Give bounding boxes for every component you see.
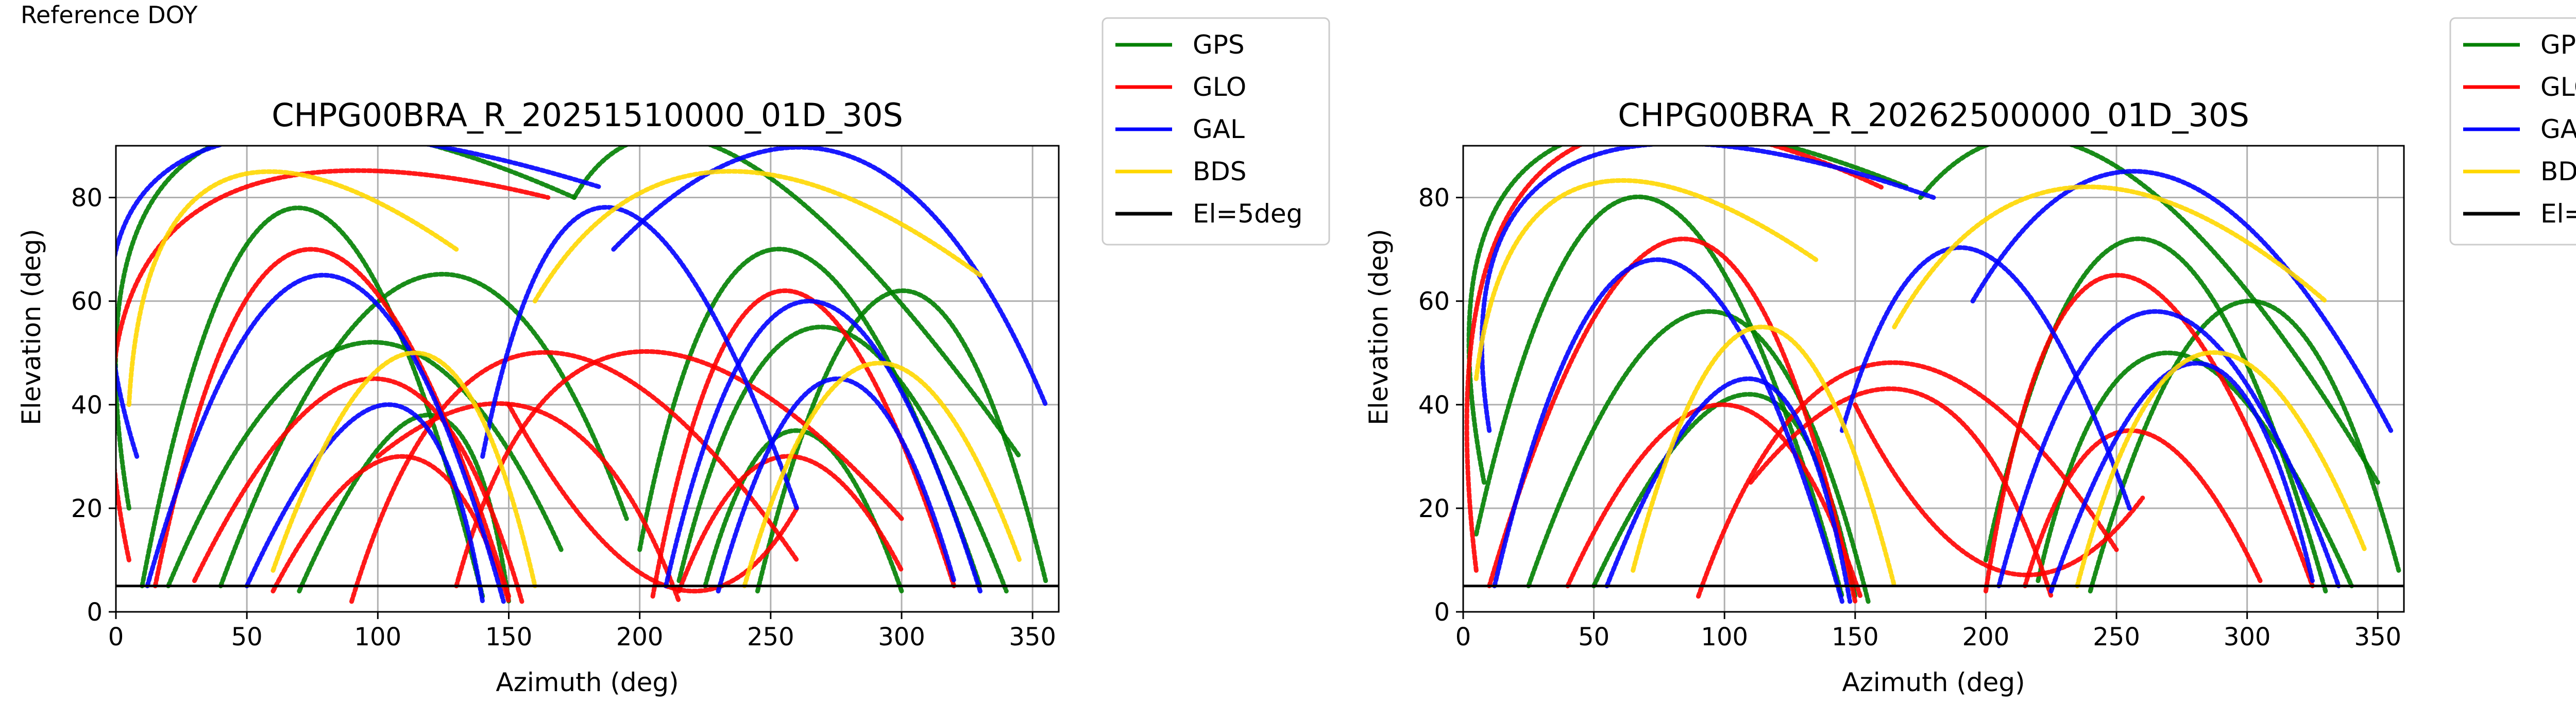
- satellite-track-glo: [676, 454, 904, 594]
- legend-label: GAL: [2540, 114, 2576, 144]
- satellite-track-bds: [1892, 184, 2328, 330]
- y-tick-label: 60: [1418, 287, 1450, 316]
- plot-area: 0 50 100 150 200 250 300 350 0 20 40 60 80: [1418, 145, 2405, 652]
- satellite-track-gps: [676, 324, 1009, 594]
- satellite-track-gal: [244, 402, 485, 604]
- x-tick-label: 350: [2354, 623, 2401, 652]
- legend-label: GPS: [2540, 30, 2576, 60]
- legend-box: [1101, 17, 1330, 246]
- satellite-track-gal: [116, 146, 603, 459]
- satellite-track-gps: [572, 146, 1022, 459]
- x-tick-label: 250: [2093, 623, 2140, 652]
- satellite-track-gal: [611, 146, 1048, 407]
- satellite-track-gps: [1526, 309, 1871, 604]
- reference-doy-label: Reference DOY: [21, 1, 198, 29]
- x-tick-label: 150: [485, 623, 533, 652]
- satellite-track-glo: [1565, 402, 1863, 599]
- satellite-track-gal: [1604, 376, 1853, 604]
- x-tick-label: 100: [354, 623, 402, 652]
- legend-label: GLO: [1193, 72, 1246, 102]
- satellite-track-gal: [1996, 309, 2341, 589]
- satellite-track-gal: [664, 299, 982, 594]
- satellite-track-bds: [1631, 324, 1897, 589]
- satellite-track-glo: [349, 350, 800, 604]
- x-tick-label: 300: [878, 623, 925, 652]
- y-tick-label: 80: [1418, 184, 1450, 213]
- y-tick-label: 40: [71, 391, 103, 420]
- satellite-track-gal: [716, 376, 957, 594]
- satellite-track-gps: [218, 271, 629, 589]
- y-tick-label: 0: [1434, 598, 1450, 627]
- satellite-track-bds: [1473, 178, 1819, 381]
- legend-label: El=5deg: [2540, 199, 2576, 229]
- x-tick-label: 200: [616, 623, 664, 652]
- legend-label: El=5deg: [1193, 199, 1302, 229]
- satellite-track-glo: [1464, 146, 1884, 573]
- axes-frame: [115, 145, 1060, 613]
- legend-label: BDS: [2540, 157, 2576, 186]
- satellite-track-glo: [1487, 236, 1858, 604]
- chart-title: CHPG00BRA_R_20262500000_01D_30S: [1618, 96, 2249, 134]
- legend-label: BDS: [1193, 157, 1247, 186]
- x-axis-label: Azimuth (deg): [496, 667, 679, 697]
- satellite-track-bds: [270, 350, 537, 589]
- plot-area: 0 50 100 150 200 250 300 350 0 20 40 60 80: [71, 145, 1060, 652]
- legend-label: GLO: [2540, 72, 2576, 102]
- y-tick-label: 20: [1418, 494, 1450, 523]
- satellite-track-gps: [2088, 299, 2401, 594]
- satellite-track-gps: [703, 428, 904, 594]
- x-tick-label: 200: [1962, 623, 2010, 652]
- x-tick-label: 150: [1832, 623, 1879, 652]
- legend-box: [2449, 17, 2576, 246]
- satellite-track-gal: [145, 272, 506, 604]
- y-tick-label: 80: [71, 184, 103, 213]
- satellite-track-glo: [116, 168, 551, 562]
- satellite-track-glo: [1983, 272, 2315, 594]
- satellite-track-gal: [1839, 245, 2132, 511]
- satellite-track-bds: [2075, 350, 2367, 589]
- chart-panel-left: CHPG00BRA_R_20251510000_01D_30S Elevatio…: [16, 17, 1330, 697]
- x-axis-label: Azimuth (deg): [1842, 667, 2025, 697]
- satellite-track-gps: [116, 146, 577, 511]
- y-tick-label: 60: [71, 287, 103, 316]
- chart-panel-right: CHPG00BRA_R_20262500000_01D_30S Elevatio…: [1364, 17, 2576, 697]
- axes-frame: [1462, 145, 2405, 613]
- x-tick-label: 0: [1455, 623, 1471, 652]
- x-tick-label: 350: [1009, 623, 1056, 652]
- y-tick-label: 20: [71, 494, 103, 523]
- x-tick-label: 250: [747, 623, 794, 652]
- satellite-track-glo: [375, 401, 682, 604]
- satellite-track-gps: [1918, 146, 2380, 485]
- x-tick-label: 0: [108, 623, 124, 652]
- legend: GPS GLO GAL BDS El=5deg: [1101, 17, 1330, 246]
- satellite-track-gal: [1479, 146, 1936, 433]
- y-axis-label: Elevation (deg): [1364, 229, 1394, 425]
- satellite-track-bds: [742, 361, 1022, 589]
- satellite-track-glo: [192, 376, 524, 604]
- x-tick-label: 50: [1578, 623, 1609, 652]
- x-tick-label: 300: [2224, 623, 2271, 652]
- x-tick-label: 100: [1701, 623, 1748, 652]
- legend-label: GAL: [1193, 114, 1245, 144]
- y-axis-label: Elevation (deg): [16, 229, 46, 425]
- satellite-track-gal: [1970, 169, 2394, 433]
- satellite-track-glo: [1853, 402, 2145, 577]
- satellite-track-gps: [1473, 195, 1844, 599]
- y-tick-label: 40: [1418, 391, 1450, 420]
- y-tick-label: 0: [87, 598, 103, 627]
- chart-title: CHPG00BRA_R_20251510000_01D_30S: [272, 96, 903, 134]
- satellite-track-bds: [532, 169, 982, 304]
- satellite-track-bds: [126, 169, 459, 407]
- satellite-track-gal: [1492, 257, 1844, 604]
- legend-label: GPS: [1193, 30, 1245, 60]
- satellite-track-gps: [166, 339, 564, 589]
- x-tick-label: 50: [231, 623, 263, 652]
- satellite-track-gps: [140, 205, 485, 599]
- legend: GPS GLO GAL BDS El=5deg: [2449, 17, 2576, 246]
- satellite-track-glo: [454, 349, 904, 589]
- satellite-track-gal: [2048, 361, 2315, 594]
- satellite-track-glo: [1748, 386, 2054, 599]
